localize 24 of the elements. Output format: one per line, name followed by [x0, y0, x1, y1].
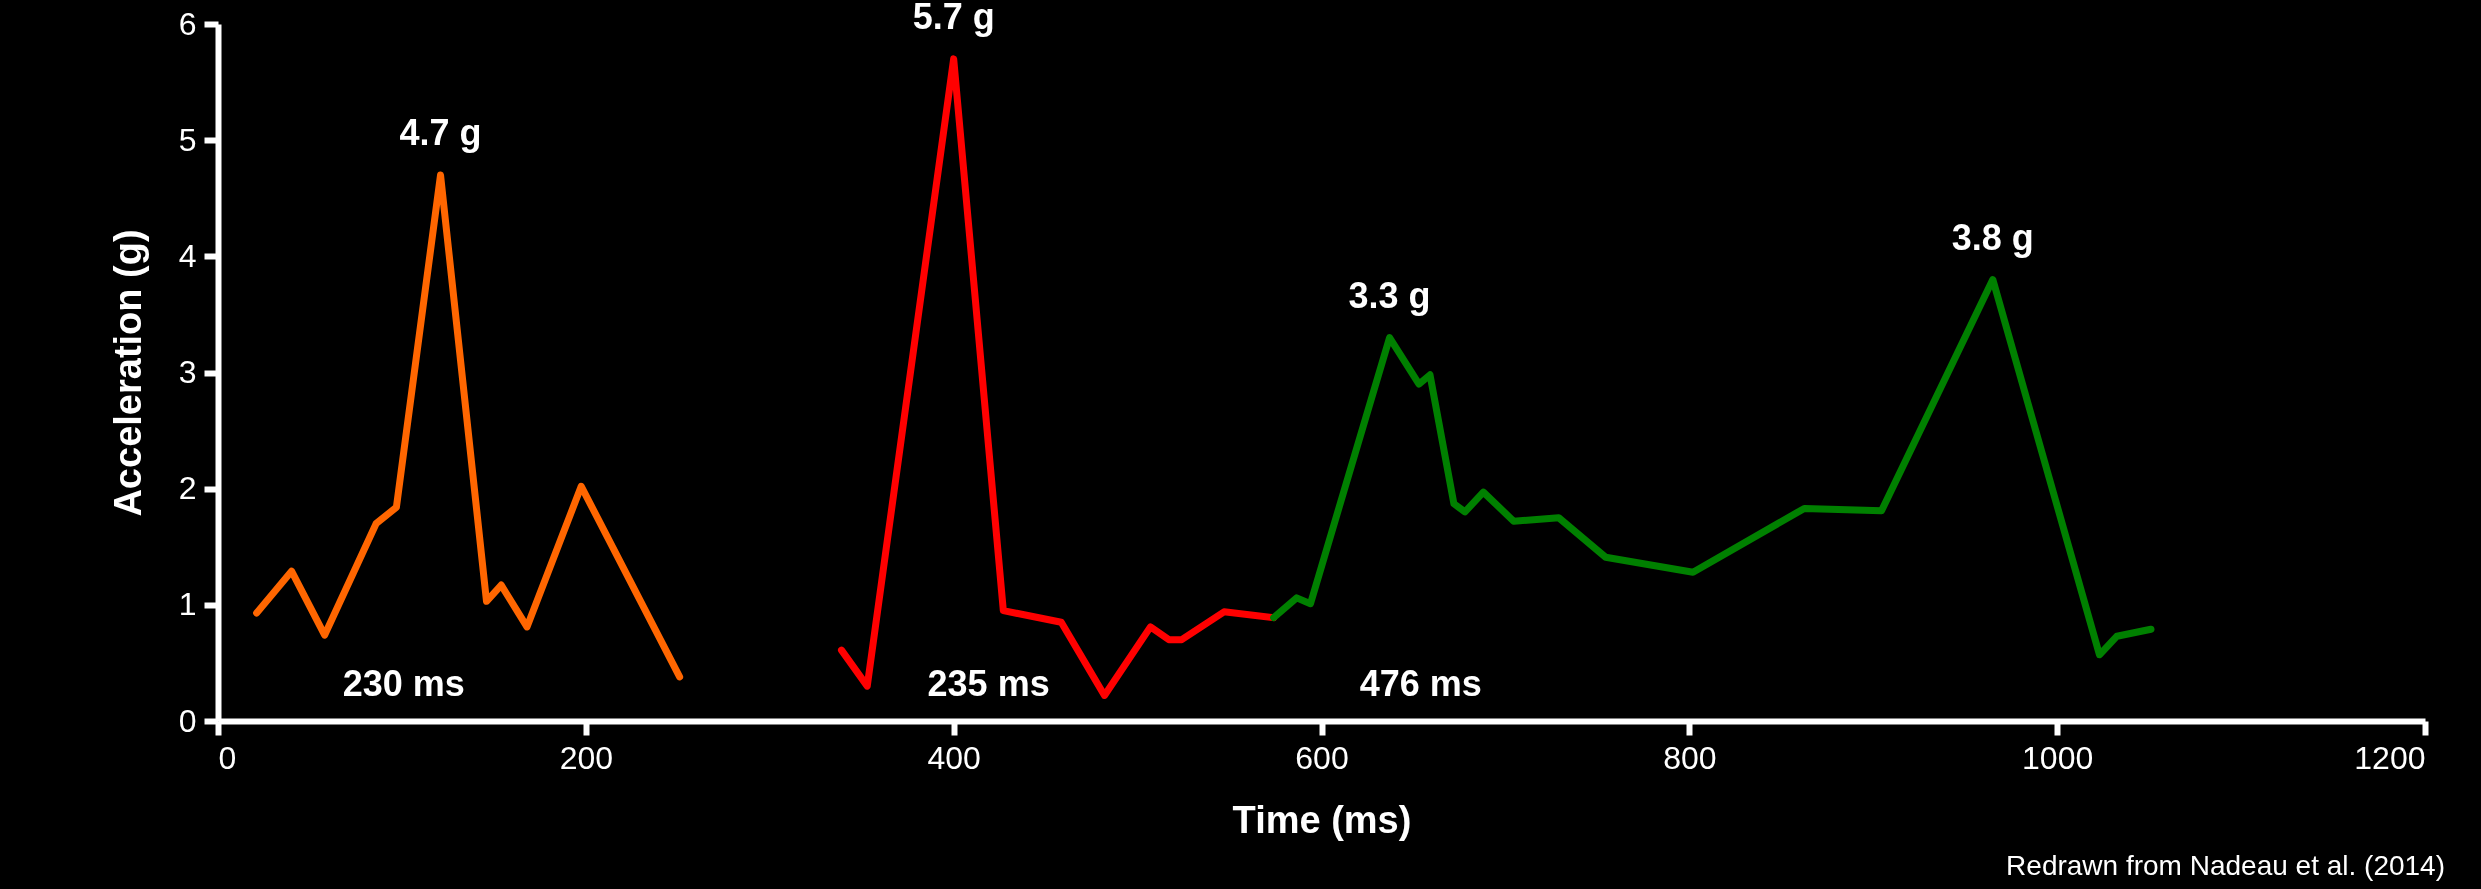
- x-tick-label: 400: [927, 739, 981, 776]
- x-tick-label: 1000: [2022, 739, 2094, 776]
- annotation: 4.7 g: [399, 112, 482, 154]
- x-tick-label: 600: [1295, 739, 1349, 776]
- x-tick-label: 0: [218, 739, 237, 776]
- annotation: 3.3 g: [1348, 274, 1431, 316]
- y-tick-label: 3: [178, 354, 197, 390]
- x-tick-label: 800: [1663, 739, 1717, 776]
- annotation: 230 ms: [342, 663, 465, 704]
- y-tick-label: 4: [178, 237, 197, 274]
- y-axis-title: Acceleration (g): [106, 229, 149, 517]
- y-tick-label: 1: [178, 586, 197, 623]
- x-axis-title: Time (ms): [1232, 798, 1412, 841]
- y-tick-label: 2: [178, 470, 197, 507]
- x-tick-label: 200: [559, 739, 614, 776]
- y-tick-label: 0: [178, 702, 197, 739]
- annotation: 5.7 g: [912, 0, 995, 37]
- annotation: 476 ms: [1359, 663, 1482, 704]
- text: Redrawn from Nadeau et al. (2014): [2006, 850, 2445, 881]
- y-tick-label: 5: [178, 121, 197, 158]
- y-tick-label: 6: [178, 5, 197, 42]
- annotation: 3.8 g: [1951, 216, 2034, 258]
- annotation: 235 ms: [927, 663, 1050, 704]
- x-tick-label: 1200: [2354, 739, 2426, 776]
